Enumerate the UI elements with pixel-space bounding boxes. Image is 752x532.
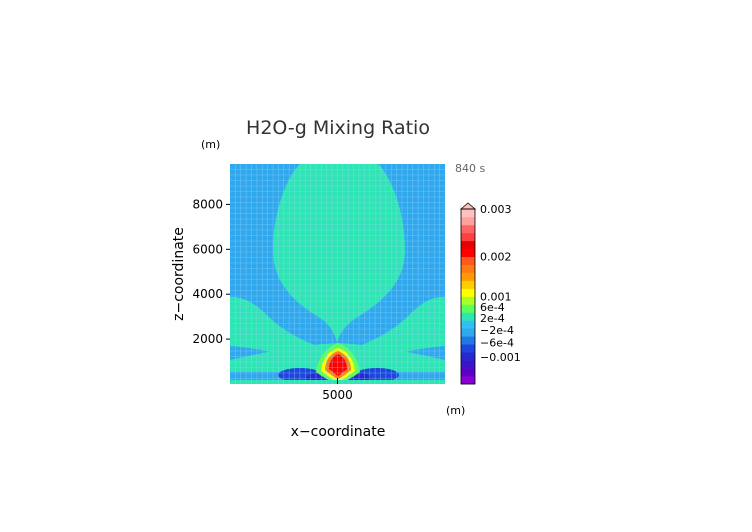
grid [230,164,445,384]
y-tick-label: 8000 [192,197,223,211]
colorbar-swatch [461,360,475,369]
core-red [329,354,347,376]
colorbar-swatch [461,256,475,265]
colorbar-swatch [461,216,475,226]
y-tick-label: 6000 [192,242,223,256]
colorbar-swatch [461,240,475,250]
colorbar-label: 0.001 [480,291,512,304]
colorbar-label: 2e-4 [480,312,505,325]
colorbar-swatch [461,320,475,329]
y-tick-label: 2000 [192,332,223,346]
x-axis-label: x−coordinate [291,424,386,440]
colorbar-swatch [461,368,475,377]
colorbar-swatch [461,304,475,313]
chart-title: H2O-g Mixing Ratio [246,117,430,139]
colorbar-swatch [461,224,475,234]
colorbar-outline [460,208,476,385]
colorbar-swatch [461,352,475,361]
y-axis-label: z−coordinate [171,227,187,321]
colorbar-swatch [461,328,475,337]
colorbar-label: −0.001 [480,351,521,364]
colorbar-label: −6e-4 [480,337,514,350]
colorbar-swatch [461,288,475,297]
time-label: 840 s [455,162,485,175]
colorbar-label: 0.002 [480,251,512,264]
colorbar-swatch [461,296,475,305]
colorbar-swatch [461,280,475,289]
colorbar [459,202,477,385]
y-unit: (m) [201,138,220,151]
colorbar-swatch [461,336,475,345]
colorbar-label: −2e-4 [480,324,514,337]
x-tick-label: 5000 [322,388,353,402]
colorbar-swatch [461,248,475,258]
colorbar-swatch [461,312,475,321]
contour-field [230,164,445,384]
colorbar-swatch [461,264,475,273]
colorbar-swatch [461,209,475,218]
colorbar-swatch [461,376,475,385]
colorbar-swatch [461,232,475,242]
y-ticks: 2000 4000 6000 8000 [192,197,230,346]
colorbar-swatch [461,272,475,281]
y-tick-label: 4000 [192,287,223,301]
colorbar-swatch [461,344,475,353]
colorbar-label: 6e-4 [480,301,505,314]
x-ticks: 5000 [322,378,353,402]
x-unit: (m) [446,404,465,417]
plume-upper [273,164,405,342]
colorbar-cap [459,202,477,210]
colorbar-label: 0.003 [480,203,512,216]
